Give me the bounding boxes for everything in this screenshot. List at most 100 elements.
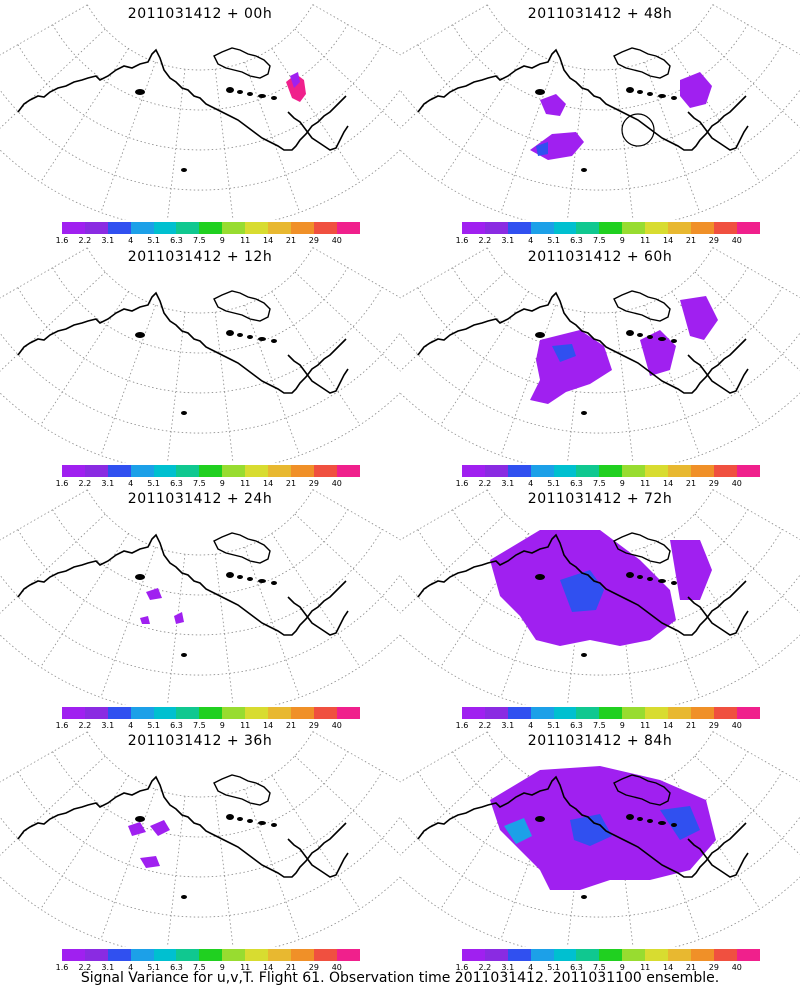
colorbar — [62, 465, 360, 477]
variance-region — [290, 72, 300, 88]
island — [637, 90, 643, 94]
colorbar-tick-label: 4 — [528, 236, 534, 245]
colorbar-tick-label: 11 — [640, 236, 651, 245]
meridian-line — [0, 247, 88, 299]
colorbar-tick-label: 14 — [263, 236, 274, 245]
island — [226, 814, 234, 820]
panel-72h: 2011031412 + 72h 1.6 2.2 3.1 4 5.1 6.3 7.5 9 11 1… — [400, 485, 800, 730]
island — [581, 411, 587, 415]
colorbar-swatch — [268, 465, 291, 477]
island — [247, 819, 253, 823]
colorbar-tick-label: 29 — [308, 963, 319, 972]
colorbar-tick-label: 9 — [219, 721, 225, 730]
colorbar-swatch — [176, 222, 200, 234]
coastline — [287, 354, 349, 394]
island — [658, 337, 666, 341]
colorbar-swatch — [713, 465, 737, 477]
colorbar-swatch — [107, 465, 131, 477]
colorbar-swatch — [484, 465, 508, 477]
colorbar-tick-label: 2.2 — [78, 479, 92, 488]
variance-region — [504, 818, 532, 844]
island — [271, 823, 277, 827]
latitude-circle — [52, 751, 348, 838]
island — [271, 581, 277, 585]
meridian-line — [400, 513, 506, 614]
meridian-line — [644, 61, 701, 213]
island — [671, 96, 677, 100]
colorbar-tick-label: 6.3 — [170, 236, 183, 245]
forecast-map — [400, 731, 800, 947]
panel-title: 2011031412 + 12h — [127, 249, 273, 265]
meridian-line — [0, 271, 106, 372]
colorbar-swatch — [62, 222, 85, 234]
island — [637, 575, 643, 579]
island — [581, 895, 587, 899]
colorbar-tick-label: 9 — [619, 721, 625, 730]
colorbar-tick-label: 29 — [308, 236, 319, 245]
colorbar-swatch — [599, 949, 623, 961]
colorbar-labels: 1.6 2.2 3.1 4 5.1 6.3 7.5 9 11 14 21 29 40 — [56, 721, 360, 731]
colorbar-tick-label: 14 — [663, 479, 674, 488]
colorbar-swatch — [622, 949, 646, 961]
colorbar-swatch — [62, 949, 85, 961]
meridian-line — [694, 755, 800, 856]
meridian-line — [500, 305, 556, 456]
meridian-line — [440, 48, 529, 183]
forecast-map — [0, 4, 400, 220]
coastline — [687, 111, 749, 151]
panel-84h: 2011031412 + 84h 1.6 2.2 3.1 4 5.1 6.3 7.5 9 11 1… — [400, 727, 800, 972]
meridian-line — [167, 796, 186, 947]
latitude-circle — [417, 287, 783, 394]
colorbar-tick-label: 4 — [528, 721, 534, 730]
colorbar-swatch — [690, 222, 714, 234]
panel-12h: 2011031412 + 12h 1.6 2.2 3.1 4 5.1 6.3 7.5 9 11 1… — [0, 243, 400, 488]
island — [671, 581, 677, 585]
arctic-islands — [213, 47, 271, 79]
colorbar-swatch — [736, 949, 760, 961]
colorbar-tick-label: 1.6 — [55, 479, 69, 488]
meridian-line — [500, 547, 556, 698]
coastline — [687, 838, 749, 878]
island — [637, 333, 643, 337]
meridian-line — [671, 291, 761, 426]
colorbar-tick-label: 5.1 — [547, 236, 560, 245]
colorbar-tick-label: 9 — [219, 963, 225, 972]
island — [258, 337, 266, 341]
meridian-line — [440, 775, 529, 910]
colorbar-tick-label: 14 — [663, 963, 674, 972]
meridian-line — [0, 4, 88, 56]
colorbar-swatch — [484, 222, 508, 234]
colorbar-swatch — [290, 707, 314, 719]
colorbar-tick-label: 29 — [708, 721, 719, 730]
colorbar-swatch — [199, 707, 223, 719]
colorbar-swatch — [336, 707, 360, 719]
colorbar-swatch — [153, 465, 177, 477]
latitude-circle — [17, 287, 383, 394]
island — [647, 819, 653, 823]
colorbar-tick-label: 3.1 — [501, 721, 515, 730]
panel-00h: 2011031412 + 00h 1.6 2.2 3.1 4 5.1 6.3 7.5 9 11 1… — [0, 0, 400, 245]
colorbar-tick-label: 5.1 — [547, 479, 560, 488]
forecast-map — [400, 489, 800, 705]
colorbar-swatch — [553, 949, 577, 961]
meridian-line — [294, 28, 400, 129]
colorbar-swatch — [462, 949, 485, 961]
colorbar-swatch — [484, 949, 508, 961]
meridian-line — [100, 789, 156, 940]
colorbar-swatch — [713, 707, 737, 719]
island — [658, 579, 666, 583]
coastline — [17, 48, 347, 151]
colorbar-tick-label: 9 — [619, 236, 625, 245]
colorbar-tick-label: 7.5 — [593, 963, 606, 972]
meridian-line — [0, 489, 88, 541]
colorbar — [462, 707, 760, 719]
colorbar-tick-label: 40 — [331, 479, 342, 488]
colorbar-swatch — [645, 222, 669, 234]
colorbar-labels: 1.6 2.2 3.1 4 5.1 6.3 7.5 9 11 14 21 29 40 — [456, 479, 760, 489]
meridian-line — [294, 271, 400, 372]
colorbar-swatch — [336, 465, 360, 477]
latitude-circle — [400, 876, 800, 947]
island — [637, 817, 643, 821]
colorbar-swatch — [245, 949, 269, 961]
colorbar-tick-label: 3.1 — [501, 236, 515, 245]
